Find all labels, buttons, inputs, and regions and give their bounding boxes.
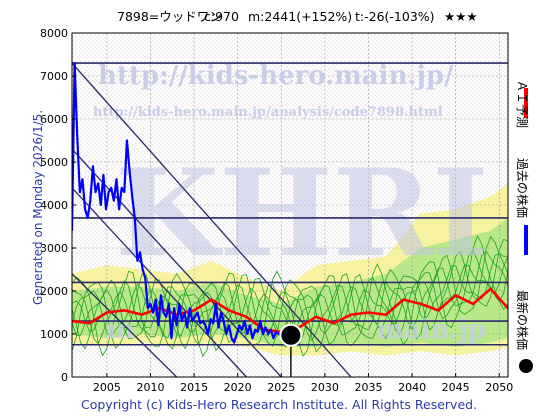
x-tick-label-2025: 2025 <box>267 381 295 394</box>
y-tick-label-5000: 5000 <box>40 156 68 169</box>
y-tick-label-3000: 3000 <box>40 242 68 255</box>
rating-stars: ★★★ <box>444 9 478 24</box>
legend-item-latest: 最新の株価 <box>515 290 533 373</box>
x-tick-label-2035: 2035 <box>354 381 382 394</box>
trend-line-4 <box>72 273 178 377</box>
y-tick-label-7000: 7000 <box>40 70 68 83</box>
legend-label-forecast: ＡＩ予測 <box>515 80 529 128</box>
x-tick-label-2015: 2015 <box>180 381 208 394</box>
watermark-url-bottom-right: main.jp <box>376 315 486 345</box>
legend: ＡＩ予測 過去の株価 最新の株価 <box>515 80 533 373</box>
legend-item-forecast: ＡＩ予測 <box>515 80 529 128</box>
x-tick-label-2050: 2050 <box>485 381 513 394</box>
y-tick-label-4000: 4000 <box>40 199 68 212</box>
legend-swatch-forecast <box>524 88 528 118</box>
legend-swatch-history <box>524 225 528 255</box>
y-tick-label-2000: 2000 <box>40 285 68 298</box>
x-tick-label-2005: 2005 <box>93 381 121 394</box>
trend-line-3 <box>72 187 247 377</box>
generated-date-label: Generated on Monday 2026/1/5. <box>31 110 45 305</box>
forecast-path-3 <box>72 250 508 342</box>
y-tick-label-0: 0 <box>61 371 68 384</box>
watermark-logo: KHRI <box>115 143 489 284</box>
copyright-footer: Copyright (c) Kids-Hero Research Institu… <box>81 397 477 412</box>
y-tick-label-8000: 8000 <box>40 27 68 40</box>
y-tick-label-6000: 6000 <box>40 113 68 126</box>
watermark-url-large: http://kids-hero.main.jp/ <box>98 61 454 91</box>
x-tick-label-2010: 2010 <box>136 381 164 394</box>
latest-price-dot <box>279 323 303 347</box>
y-tick-label-1000: 1000 <box>40 328 68 341</box>
trend-line-2 <box>72 148 282 377</box>
target-price-label: t:-26(-103%) <box>355 9 435 24</box>
legend-item-history: 過去の株価 <box>515 158 530 255</box>
axis-ticks: 2005 2010 2015 2020 2025 2030 2035 2040 2045 2050… <box>40 27 513 394</box>
stock-code-name: 7898=ウッドワン <box>117 9 222 24</box>
x-tick-label-2020: 2020 <box>224 381 252 394</box>
watermark-url-bottom-left: in <box>106 315 135 345</box>
history-line <box>72 61 287 344</box>
legend-label-latest: 最新の株価 <box>515 290 530 350</box>
legend-label-history: 過去の株価 <box>515 158 530 218</box>
forecast-path-7 <box>72 234 508 358</box>
watermark-url-small: http://kids-hero.main.jp/analysis/code78… <box>93 105 443 120</box>
current-price-label: c:970 <box>204 9 239 24</box>
x-tick-label-2040: 2040 <box>398 381 426 394</box>
legend-dot-latest <box>519 359 533 373</box>
x-tick-label-2045: 2045 <box>442 381 470 394</box>
mean-price-label: m:2441(+152%) <box>248 9 352 24</box>
latest-price-marker <box>279 323 303 377</box>
x-tick-label-2030: 2030 <box>311 381 339 394</box>
